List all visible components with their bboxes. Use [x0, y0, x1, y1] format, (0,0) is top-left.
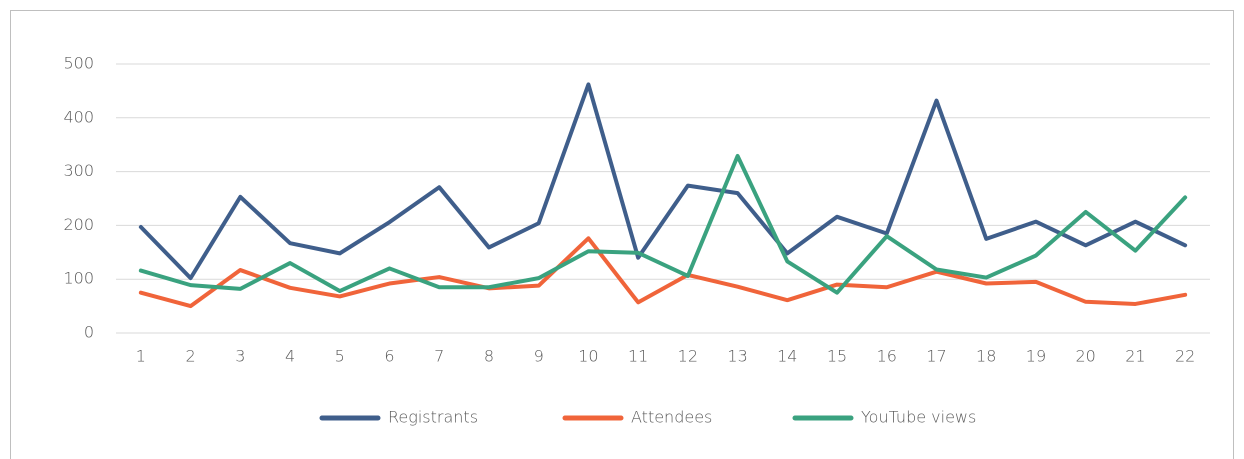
x-tick-label: 8	[484, 347, 494, 366]
x-tick-label: 3	[235, 347, 245, 366]
y-tick-label: 500	[63, 54, 94, 73]
x-tick-label: 22	[1175, 347, 1195, 366]
x-tick-label: 6	[384, 347, 394, 366]
x-tick-label: 9	[534, 347, 544, 366]
x-tick-label: 17	[926, 347, 946, 366]
x-tick-label: 7	[434, 347, 444, 366]
series-line	[138, 153, 1188, 295]
x-tick-label: 5	[335, 347, 345, 366]
x-tick-label: 20	[1076, 347, 1096, 366]
x-tick-label: 19	[1026, 347, 1046, 366]
x-tick-label: 21	[1125, 347, 1145, 366]
x-tick-label: 16	[877, 347, 897, 366]
x-tick-label: 18	[976, 347, 996, 366]
chart-frame	[10, 10, 1234, 459]
legend-label: YouTube views	[861, 408, 976, 427]
y-tick-label: 200	[63, 215, 94, 234]
y-tick-label: 100	[63, 269, 94, 288]
x-tick-label: 13	[727, 347, 747, 366]
x-tick-label: 15	[827, 347, 847, 366]
legend-label: Registrants	[388, 408, 478, 427]
y-tick-label: 0	[84, 323, 94, 342]
x-tick-label: 14	[777, 347, 797, 366]
series-line	[138, 82, 1188, 281]
legend-label: Attendees	[631, 408, 712, 427]
y-tick-label: 400	[63, 107, 94, 126]
x-tick-label: 10	[578, 347, 598, 366]
x-tick-label: 1	[136, 347, 146, 366]
x-tick-label: 2	[185, 347, 195, 366]
series-line	[138, 236, 1188, 309]
x-tick-label: 11	[628, 347, 648, 366]
y-tick-label: 300	[63, 161, 94, 180]
x-tick-label: 12	[678, 347, 698, 366]
x-tick-label: 4	[285, 347, 295, 366]
